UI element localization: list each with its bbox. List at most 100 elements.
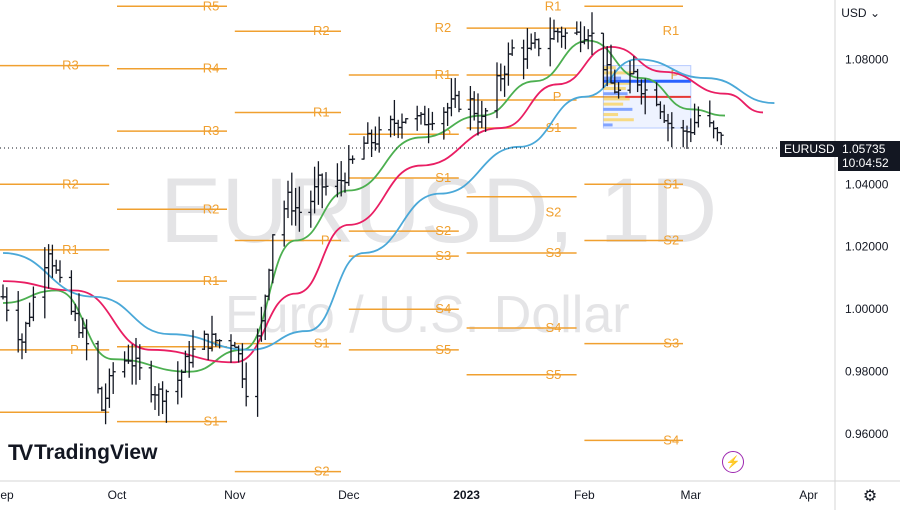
ohlc-bar xyxy=(528,33,534,51)
price-tick-label: 1.00000 xyxy=(845,302,889,316)
pivot-label-s5: S5 xyxy=(435,342,451,357)
volume-profile-row xyxy=(603,81,631,85)
ohlc-bar xyxy=(551,19,557,40)
ohlc-bar xyxy=(270,234,276,284)
moving-average-line-2 xyxy=(2,45,764,364)
ohlc-bar xyxy=(711,120,717,139)
pivot-label-p: P xyxy=(321,233,330,248)
tradingview-logo[interactable]: TV TradingView xyxy=(8,440,157,466)
pivot-label-r2: R2 xyxy=(435,20,452,35)
ohlc-bar xyxy=(243,362,249,407)
ohlc-bar xyxy=(160,381,166,415)
ohlc-bar xyxy=(137,344,143,380)
volume-profile-row xyxy=(603,92,628,96)
pivot-label-s2: S2 xyxy=(435,223,451,238)
ohlc-bar xyxy=(555,28,561,43)
pivot-label-r4: R4 xyxy=(203,61,220,76)
ohlc-bar xyxy=(46,244,52,289)
pivot-label-s4: S4 xyxy=(663,432,679,447)
ohlc-bar xyxy=(323,172,329,196)
pivot-label-r1: R1 xyxy=(313,104,330,119)
lightning-icon[interactable]: ⚡ xyxy=(722,451,744,473)
pivot-label-p: P xyxy=(211,339,220,354)
ohlc-bar xyxy=(532,32,538,49)
volume-profile xyxy=(602,65,692,129)
time-axis[interactable]: Sep Oct Nov Dec 2023 Feb Mar Apr xyxy=(0,488,818,502)
ohlc-bar xyxy=(27,302,33,327)
last-price-value: 1.05735 xyxy=(842,142,886,156)
ohlc-bar xyxy=(642,78,648,115)
moving-averages xyxy=(2,39,775,373)
ohlc-bar xyxy=(53,259,59,274)
ohlc-bar xyxy=(714,127,720,142)
ohlc-bar xyxy=(84,319,90,361)
ohlc-bar xyxy=(163,389,169,423)
time-tick-label: Dec xyxy=(338,488,359,502)
ohlc-bar xyxy=(190,330,196,368)
pivot-label-s3: S3 xyxy=(663,336,679,351)
ohlc-bar xyxy=(505,42,511,86)
ohlc-bar xyxy=(498,63,504,92)
pivot-label-r1: R1 xyxy=(62,242,79,257)
pivot-label-s1: S1 xyxy=(545,120,561,135)
ohlc-bar xyxy=(578,21,584,53)
ohlc-bar xyxy=(175,361,181,405)
volume-profile-row xyxy=(603,97,630,101)
volume-profile-row xyxy=(603,118,634,122)
pivot-label-r5: R5 xyxy=(203,0,220,13)
ohlc-bar xyxy=(692,103,698,135)
ohlc-bar xyxy=(129,344,135,385)
price-tick-label: 1.04000 xyxy=(845,177,889,191)
chevron-down-icon: ⌄ xyxy=(869,6,880,20)
volume-profile-row xyxy=(603,66,616,70)
ohlc-bar xyxy=(99,386,105,412)
ohlc-bar xyxy=(562,28,568,50)
pivot-label-s1: S1 xyxy=(435,170,451,185)
ohlc-bar xyxy=(350,155,356,164)
volume-profile-row xyxy=(603,113,619,117)
pivot-label-s4: S4 xyxy=(545,320,561,335)
ohlc-bars xyxy=(0,12,724,425)
pivot-label-s4: S4 xyxy=(435,301,451,316)
pivot-label-r1: R1 xyxy=(203,273,220,288)
ohlc-bar xyxy=(589,12,595,55)
pivot-label-p: P xyxy=(443,126,452,141)
tradingview-logo-text: TradingView xyxy=(34,441,158,464)
time-tick-label: Feb xyxy=(574,488,595,502)
ohlc-bar xyxy=(110,362,116,394)
ohlc-bar xyxy=(23,321,29,354)
ohlc-bar xyxy=(547,17,553,67)
currency-selector[interactable]: USD ⌄ xyxy=(841,6,880,20)
pivot-label-s1: S1 xyxy=(314,336,330,351)
volume-profile-row xyxy=(603,123,613,127)
symbol-price-tag: EURUSD xyxy=(780,141,839,157)
ohlc-bar xyxy=(509,39,515,56)
ohlc-bar xyxy=(581,26,587,45)
currency-label: USD xyxy=(841,6,867,20)
price-axis[interactable]: 0.96000 0.98000 1.00000 1.02000 1.04000 1.080… xyxy=(845,52,889,441)
ohlc-bar xyxy=(456,90,462,113)
ohlc-bar xyxy=(42,247,48,319)
gear-icon[interactable]: ⚙ xyxy=(862,488,878,505)
price-tick-label: 0.96000 xyxy=(845,427,889,441)
time-tick-label: 2023 xyxy=(453,488,480,502)
pivot-label-r2: R2 xyxy=(203,201,220,216)
ohlc-bar xyxy=(122,351,128,378)
ohlc-bar xyxy=(452,77,458,108)
pivot-label-r2: R2 xyxy=(62,176,79,191)
ohlc-bar xyxy=(106,368,112,408)
ohlc-bar xyxy=(536,38,542,57)
volume-profile-row xyxy=(603,71,634,75)
bar-countdown: 10:04:52 xyxy=(842,156,889,170)
ohlc-bar xyxy=(376,116,382,153)
time-tick-label: Sep xyxy=(0,488,14,502)
ohlc-bar xyxy=(422,105,428,126)
time-tick-label: Nov xyxy=(224,488,245,502)
moving-average-line-3 xyxy=(2,58,775,351)
ohlc-bar xyxy=(395,119,401,139)
watermark-symbol: EURUSD, 1D xyxy=(160,160,717,262)
pivot-label-r2: R2 xyxy=(313,23,330,38)
pivot-label-r3: R3 xyxy=(203,123,220,138)
ohlc-bar xyxy=(156,383,162,416)
